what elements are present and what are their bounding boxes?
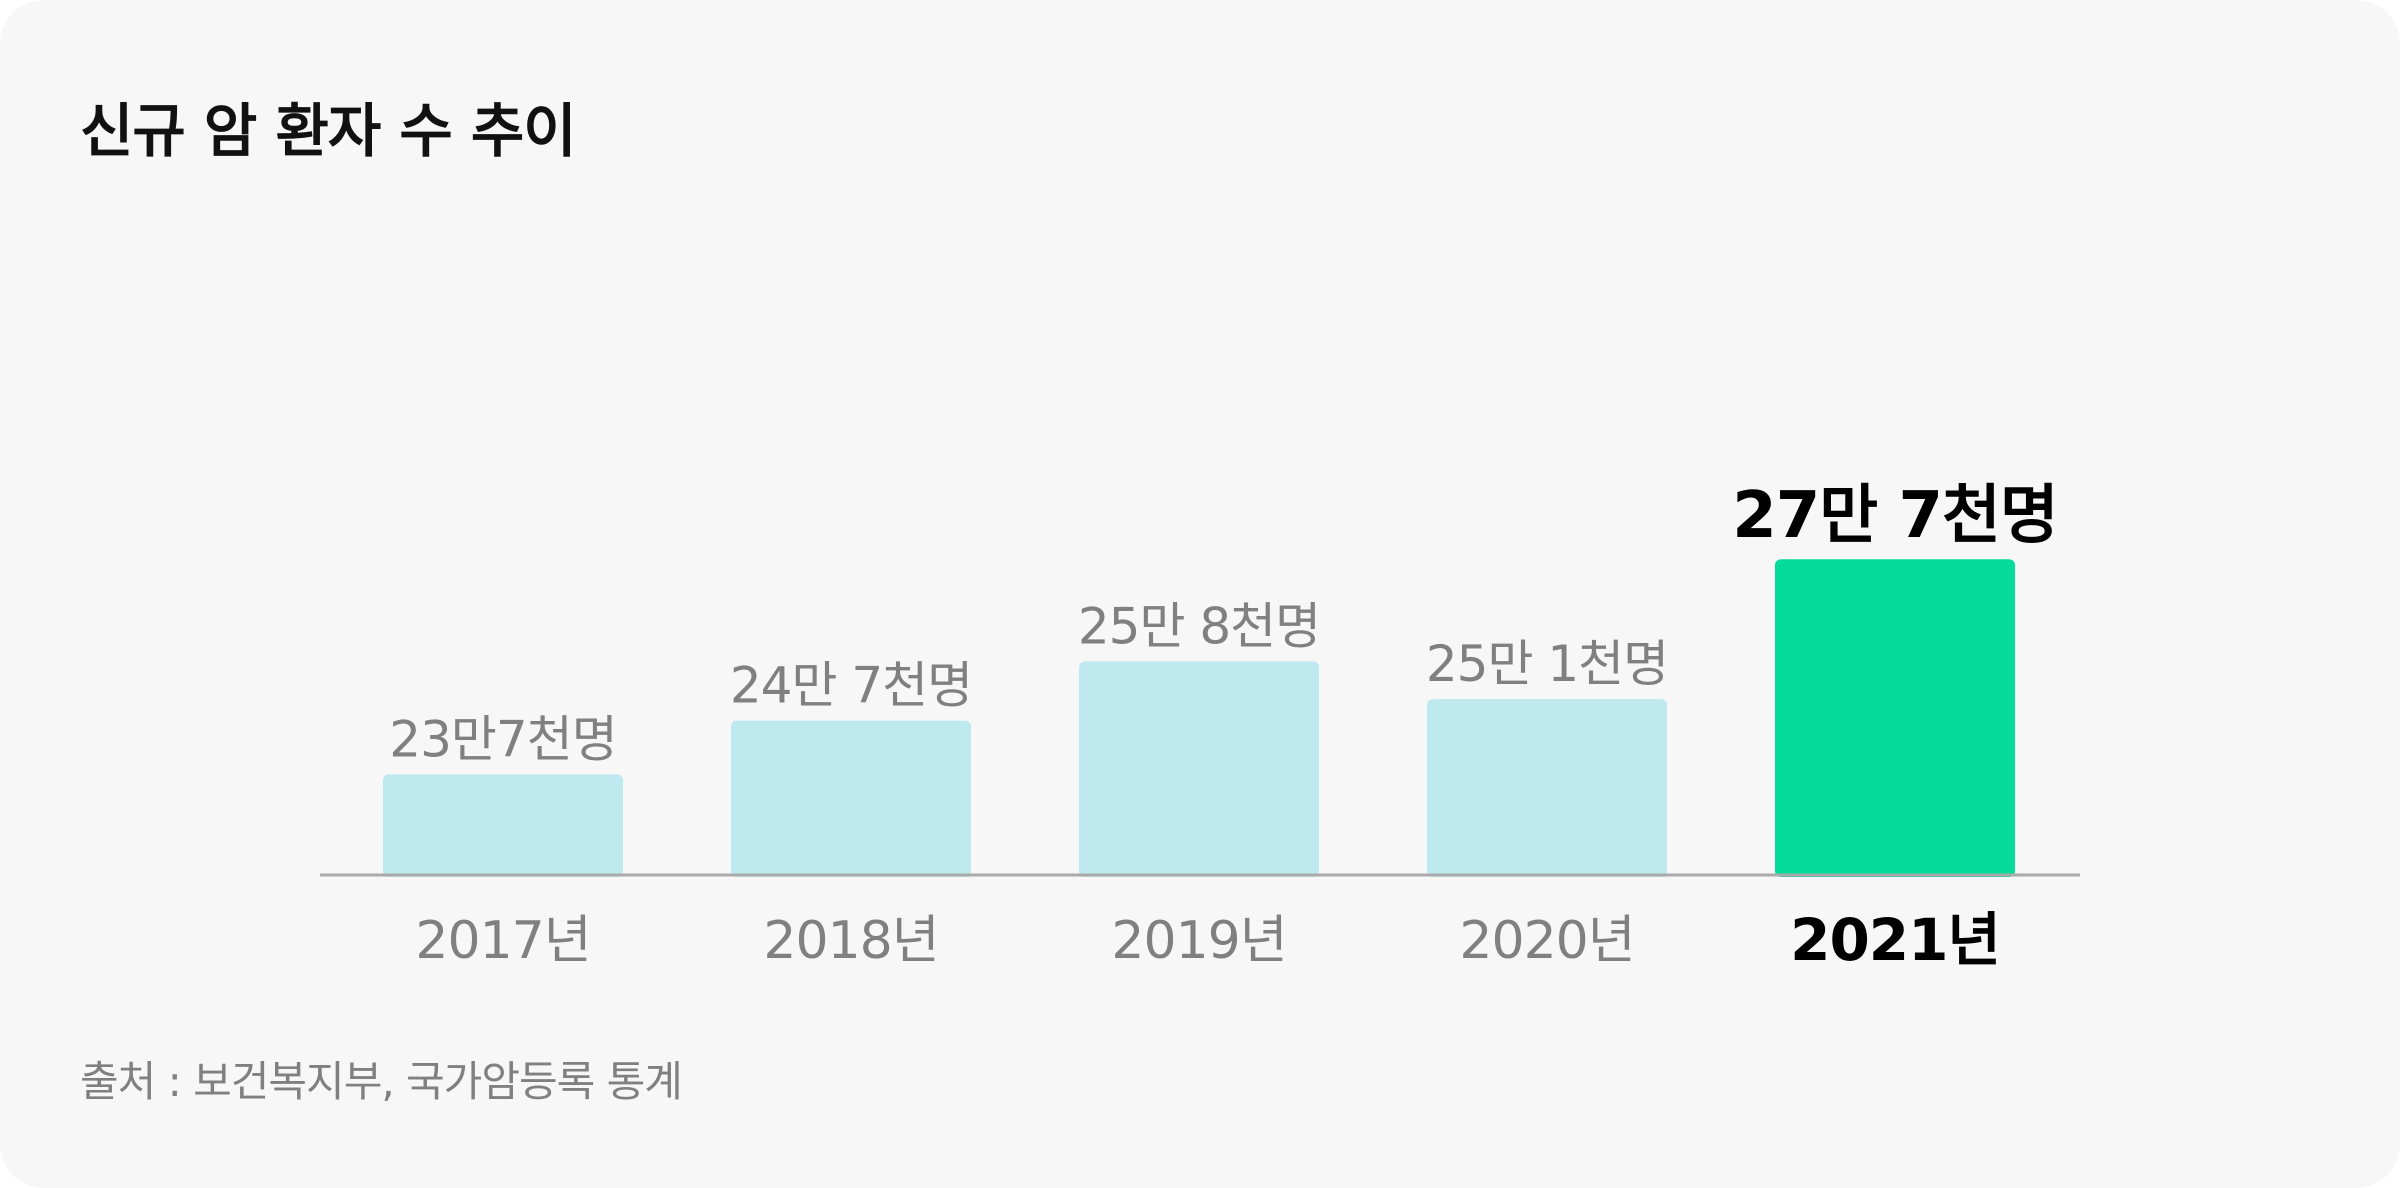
bar-0 bbox=[383, 774, 623, 877]
x-tick-label-2: 2019년 bbox=[1111, 911, 1286, 971]
data-label-2: 25만 8천명 bbox=[1078, 597, 1320, 655]
x-tick-label-0: 2017년 bbox=[415, 911, 590, 971]
bar-1 bbox=[731, 720, 971, 877]
bar-2 bbox=[1079, 661, 1319, 877]
x-tick-label-4: 2021년 bbox=[1790, 906, 2000, 974]
data-label-3: 25만 1천명 bbox=[1426, 635, 1668, 693]
x-tick-label-3: 2020년 bbox=[1459, 911, 1634, 971]
x-tick-label-1: 2018년 bbox=[763, 911, 938, 971]
source-note: 출처 : 보건복지부, 국가암등록 통계 bbox=[80, 1057, 683, 1106]
chart-title: 신규 암 환자 수 추이 bbox=[80, 97, 577, 165]
data-label-4: 27만 7천명 bbox=[1732, 479, 2058, 553]
data-label-0: 23만7천명 bbox=[389, 710, 616, 768]
bar-3 bbox=[1427, 699, 1667, 877]
data-label-1: 24만 7천명 bbox=[730, 657, 972, 715]
bar-4 bbox=[1775, 559, 2015, 877]
